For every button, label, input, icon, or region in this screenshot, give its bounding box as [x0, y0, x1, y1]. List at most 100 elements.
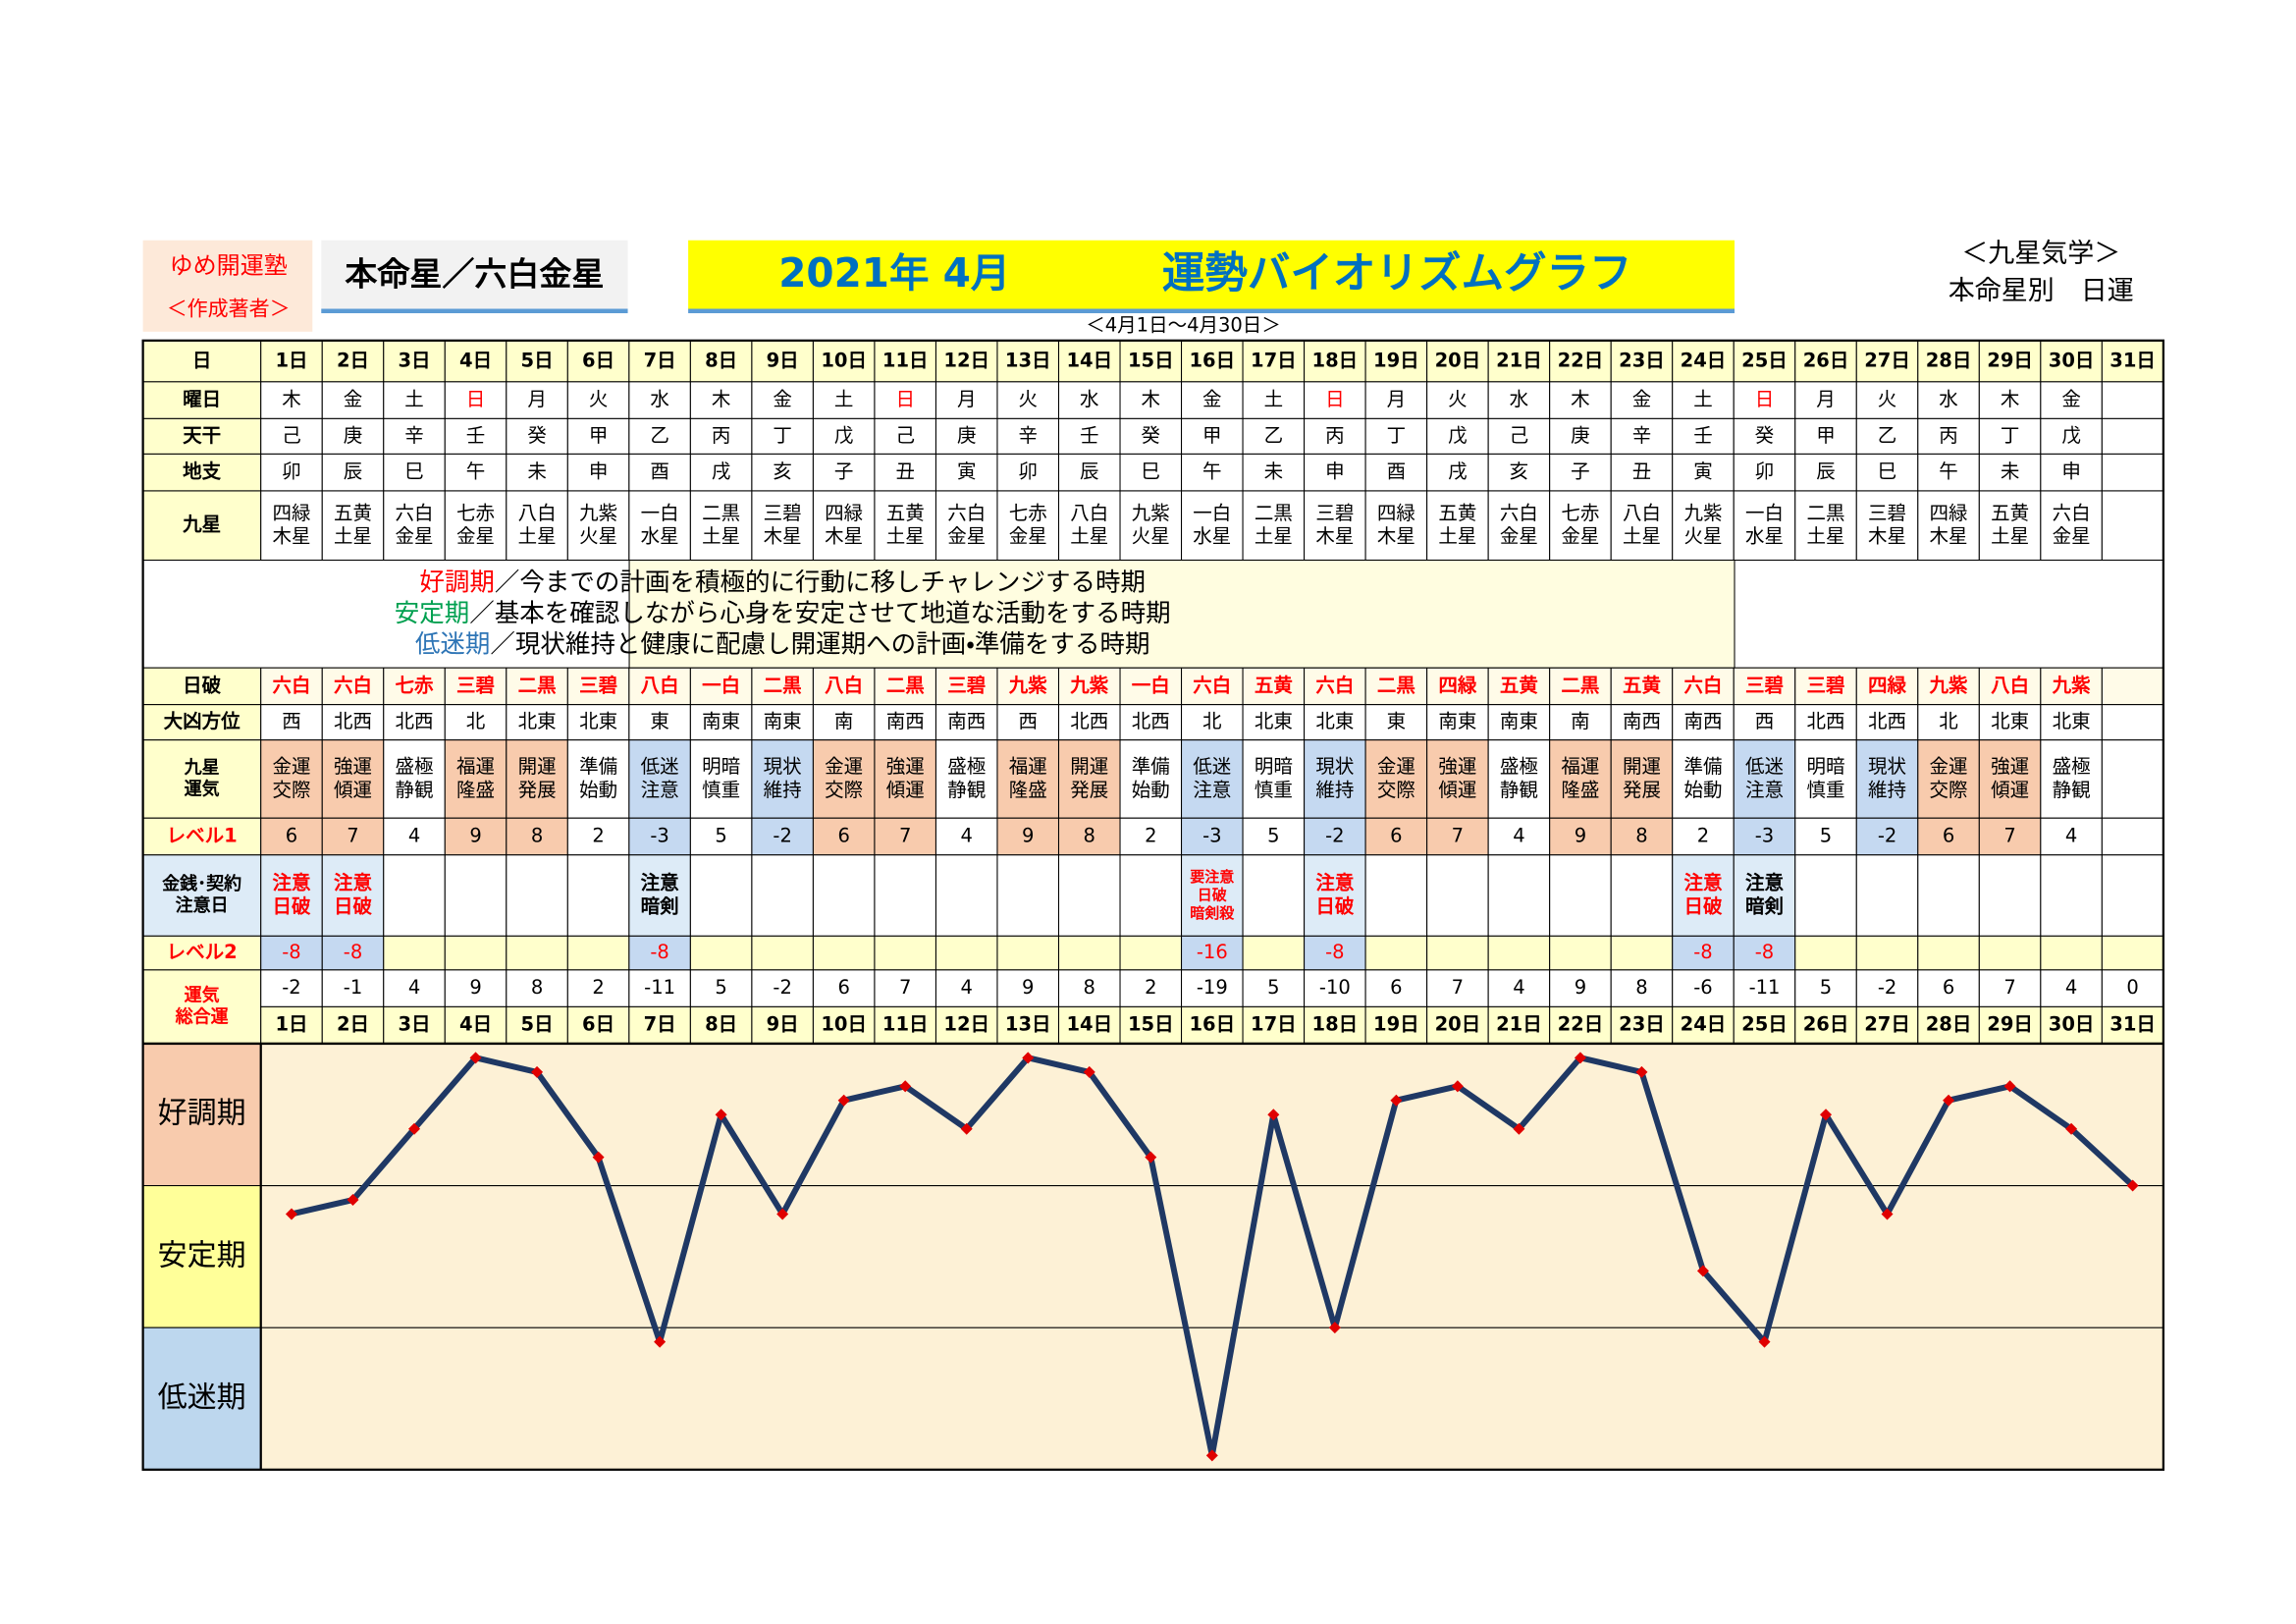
- cell-text: 7: [2003, 976, 2015, 999]
- cell-text: 金星: [456, 525, 495, 548]
- cell: [2101, 739, 2164, 819]
- cell-text: 南東: [702, 710, 740, 732]
- cell-text: 月: [1387, 388, 1407, 410]
- cell: [260, 935, 323, 971]
- cell-text: 日: [1325, 388, 1345, 410]
- cell: [1733, 935, 1796, 971]
- cell-text: 未: [527, 460, 547, 483]
- cell: [2101, 667, 2164, 706]
- cell: [1549, 381, 1612, 419]
- cell: [1487, 817, 1551, 856]
- cell-text: 要注意: [1190, 868, 1234, 886]
- cell-text: 暗剣殺: [1190, 904, 1235, 922]
- cell-text: 北西: [396, 710, 434, 732]
- cell-text: 隆盛: [1009, 779, 1047, 801]
- cell-text: 六白: [1683, 674, 1722, 696]
- cell: [1610, 1005, 1674, 1045]
- cell-text: 木星: [1930, 525, 1968, 548]
- cell-text: 静観: [396, 779, 434, 801]
- cell-text: 慎重: [1255, 779, 1293, 801]
- cell: [506, 1005, 568, 1045]
- legend-text: ／基本を確認しながら心身を安定させて地道な活動をする時期: [469, 599, 1170, 628]
- cell: [1057, 340, 1121, 383]
- cell: [1610, 817, 1674, 856]
- cell-text: 金星: [2053, 525, 2091, 548]
- cell-text: 壬: [1693, 424, 1713, 447]
- cell: [1978, 381, 2042, 419]
- cell-text: 己: [282, 424, 301, 447]
- cell-text: 6: [1390, 824, 1402, 846]
- cell: [1855, 381, 1919, 419]
- cell-text: 午: [1939, 460, 1958, 483]
- cell: [996, 417, 1060, 455]
- cell-text: 9: [469, 824, 481, 846]
- cell: [260, 854, 323, 937]
- cell-text: 地支: [183, 460, 222, 483]
- cell-text: 6: [1390, 976, 1402, 999]
- cell: [1610, 739, 1674, 819]
- cell: [1364, 854, 1428, 937]
- cell-text: 八白: [1070, 502, 1108, 524]
- cell-text: 申: [589, 460, 609, 483]
- cell-text: 五黄: [1255, 674, 1294, 696]
- cell-text: 日破: [1315, 894, 1355, 917]
- cell: [1426, 667, 1489, 706]
- cell: [1672, 739, 1735, 819]
- cell: [2040, 417, 2103, 455]
- cell-text: 静観: [2053, 779, 2091, 801]
- cell: [689, 704, 753, 741]
- cell: [1242, 704, 1306, 741]
- cell-text: 注意: [1315, 872, 1355, 894]
- band-label: 低迷期: [158, 1380, 246, 1415]
- cell-text: -19: [1197, 976, 1228, 999]
- cell-text: 発展: [518, 779, 557, 801]
- marker: [1574, 1052, 1586, 1064]
- cell-text: 七赤: [1009, 502, 1047, 524]
- cell: [1057, 417, 1121, 455]
- cell-text: 火: [1018, 388, 1038, 410]
- cell-text: 南西: [1683, 710, 1722, 732]
- cell-text: 木星: [1868, 525, 1906, 548]
- cell: [142, 739, 262, 819]
- cell: [1181, 739, 1244, 819]
- cell: [874, 739, 936, 819]
- cell-text: 戊: [1448, 424, 1468, 447]
- cell-text: 水星: [1745, 525, 1784, 548]
- cell-text: 注意: [641, 872, 680, 894]
- marker: [1022, 1052, 1035, 1064]
- cell: [996, 381, 1060, 419]
- right-bottom: 本命星別 日運: [1949, 276, 2134, 306]
- cell-text: 水: [1510, 388, 1529, 410]
- cell-text: 4: [1513, 824, 1524, 846]
- cell-text: 28日: [1926, 349, 1972, 371]
- cell: [1855, 667, 1919, 706]
- cell: [2101, 453, 2164, 492]
- cell-text: 12日: [943, 1013, 989, 1036]
- cell: [444, 340, 507, 383]
- cell: [1549, 340, 1612, 383]
- cell: [1549, 704, 1612, 741]
- cell: [1304, 817, 1366, 856]
- cell: [1610, 340, 1674, 383]
- cell: [1794, 704, 1857, 741]
- cell: [1978, 854, 2042, 937]
- cell-text: 16日: [1189, 1013, 1235, 1036]
- cell-text: 北西: [1132, 710, 1170, 732]
- band: [142, 1326, 262, 1471]
- cell-text: 辛: [404, 424, 424, 447]
- cell-text: 金星: [1009, 525, 1047, 548]
- cell-text: 維持: [764, 779, 802, 801]
- cell: [1733, 704, 1796, 741]
- cell: [1364, 381, 1428, 419]
- cell-text: 21日: [1496, 1013, 1542, 1036]
- cell-text: -2: [282, 976, 300, 999]
- cell-text: 4日: [459, 349, 492, 371]
- cell-text: 慎重: [1807, 779, 1845, 801]
- cell: [1057, 935, 1121, 971]
- cell-text: 九紫: [1683, 502, 1722, 524]
- cell: [812, 935, 876, 971]
- cell-text: 火星: [1683, 525, 1722, 548]
- marker: [715, 1109, 727, 1121]
- cell: [444, 1005, 507, 1045]
- cell-text: 14日: [1066, 1013, 1112, 1036]
